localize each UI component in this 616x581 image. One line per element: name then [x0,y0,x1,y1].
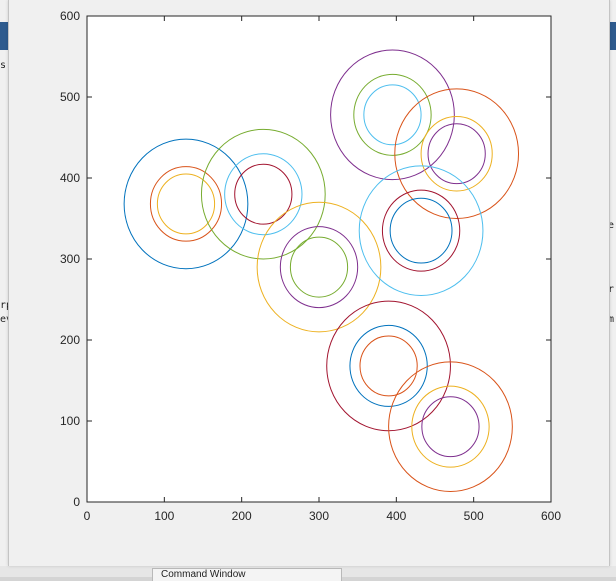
circle-12 [394,88,520,219]
command-window-tab[interactable]: Command Window [152,568,342,581]
circle-20 [359,335,418,397]
desktop-left-text-3: ev [0,314,8,325]
circle-15 [358,165,484,296]
plot-canvas[interactable]: 0 100 200 300 400 500 600 0 100 200 300 400 500 600 [9,0,609,566]
figure-window: 0 100 200 300 400 500 600 0 100 200 300 400 500 600 [8,0,610,566]
y-tick-label-1: 100 [60,414,80,428]
circle-6 [256,201,382,333]
circle-14 [427,123,486,185]
desktop-left-text-2: rp [0,300,8,311]
desktop-right-toolbar [608,22,616,50]
x-tick-label-3: 300 [309,509,329,523]
desktop-right-text-2: r [608,284,615,295]
circle-17 [389,197,453,264]
circle-22 [411,385,490,468]
y-tick-label-5: 500 [60,90,80,104]
y-tick-label-4: 400 [60,171,80,185]
circle-7 [279,226,359,309]
ticks-layer: 0 100 200 300 400 500 600 0 100 200 300 400 500 600 [60,9,561,523]
desktop-left-toolbar [0,22,8,50]
circle-23 [421,396,480,458]
desktop-right-text-3: m [608,314,615,325]
desktop-right-text-1: e [608,220,615,231]
x-tick-label-1: 100 [154,509,174,523]
x-tick-label-0: 0 [84,509,91,523]
x-tick-label-4: 400 [386,509,406,523]
axes-area[interactable] [86,15,552,503]
circle-16 [381,189,461,272]
desktop-left-text-1: s [0,60,7,71]
x-tick-label-5: 500 [464,509,484,523]
x-tick-label-2: 200 [232,509,252,523]
circle-4 [224,153,303,236]
circle-8 [289,236,349,298]
circle-9 [330,49,455,181]
y-tick-label-3: 300 [60,252,80,266]
circle-3 [200,128,326,260]
circle-2 [156,173,216,235]
circle-21 [388,361,513,492]
y-tick-label-6: 600 [60,9,80,23]
x-tick-label-6: 600 [541,509,561,523]
circle-11 [363,84,422,146]
circle-5 [234,163,293,225]
circle-1 [149,166,223,242]
circle-13 [420,115,493,192]
circle-10 [353,73,432,156]
y-tick-label-0: 0 [73,495,80,509]
y-tick-label-2: 200 [60,333,80,347]
circles-layer [123,49,520,492]
circle-0 [123,138,249,270]
